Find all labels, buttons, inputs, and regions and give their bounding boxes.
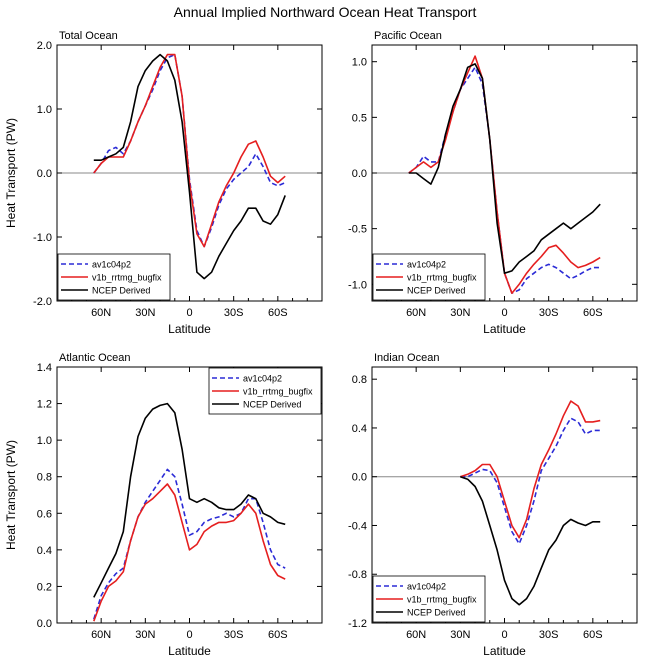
series-line-av1c04p2 xyxy=(460,417,601,545)
legend: av1c04p2 v1b_rrtmg_bugfix NCEP Derived xyxy=(57,253,171,301)
legend-label: av1c04p2 xyxy=(92,260,131,270)
y-tick-label: 0.4 xyxy=(352,423,367,435)
y-tick-label: 0.6 xyxy=(37,508,52,520)
legend: av1c04p2 v1b_rrtmg_bugfix NCEP Derived xyxy=(372,575,486,623)
y-tick-label: 1.2 xyxy=(37,399,52,411)
y-tick-label: 0.0 xyxy=(352,168,367,180)
y-tick-label: 2.0 xyxy=(37,40,52,52)
series-line-av1c04p2 xyxy=(93,53,286,248)
x-tick-label: 30S xyxy=(224,307,244,319)
y-tick-label: -2.0 xyxy=(33,296,52,308)
series-line-v1b-rrtmg-bugfix xyxy=(460,400,601,539)
series-line-ncep-derived xyxy=(93,402,286,598)
series-line-ncep-derived xyxy=(460,475,601,606)
y-axis-label: Heat Transport (PW) xyxy=(4,440,18,550)
legend-label: v1b_rrtmg_bugfix xyxy=(407,595,477,605)
y-tick-label: -0.8 xyxy=(348,569,367,581)
x-tick-label: 60S xyxy=(268,629,288,641)
x-axis-label: Latitude xyxy=(168,322,211,336)
x-tick-label: 0 xyxy=(186,307,192,319)
series-line-av1c04p2 xyxy=(93,468,286,620)
x-tick-label: 30N xyxy=(135,307,155,319)
series-line-v1b-rrtmg-bugfix xyxy=(93,53,286,248)
series-line-ncep-derived xyxy=(93,53,286,280)
x-axis-label: Latitude xyxy=(483,322,526,336)
chart-panel-3: 60N 30N 0 30S 60S 0.0 0.2 0.4 0.6 0.8 1.0 1.2 1.4 Atl… xyxy=(4,352,323,658)
y-tick-label: 0.8 xyxy=(352,374,367,386)
chart-panel-2: 60N 30N 0 30S 60S -1.0 -0.5 0.0 0.5 1.0 Pacific Oc… xyxy=(348,30,638,336)
chart-panel-1: 60N 30N 0 30S 60S -2.0 -1.0 0.0 1.0 2.0 Total Ocea… xyxy=(4,30,323,336)
legend-label: v1b_rrtmg_bugfix xyxy=(407,273,477,283)
chart-panel-4: 60N 30N 0 30S 60S -1.2 -0.8 -0.4 0.0 0.4 0.8 Indian… xyxy=(348,352,638,658)
legend-label: v1b_rrtmg_bugfix xyxy=(92,273,162,283)
panel-title: Indian Ocean xyxy=(374,352,439,364)
legend: av1c04p2 v1b_rrtmg_bugfix NCEP Derived xyxy=(208,367,322,415)
y-tick-label: 0.0 xyxy=(37,168,52,180)
y-tick-label: 1.0 xyxy=(37,104,52,116)
x-tick-label: 60N xyxy=(406,629,426,641)
y-tick-label: 0.8 xyxy=(37,472,52,484)
y-tick-label: -1.0 xyxy=(33,232,52,244)
series-line-ncep-derived xyxy=(408,63,601,274)
legend-label: v1b_rrtmg_bugfix xyxy=(243,387,313,397)
x-axis-label: Latitude xyxy=(483,644,526,658)
x-tick-label: 30S xyxy=(539,307,559,319)
legend-label: NCEP Derived xyxy=(243,400,301,410)
x-tick-label: 60N xyxy=(91,307,111,319)
y-tick-label: 1.0 xyxy=(37,435,52,447)
y-tick-label: 0.0 xyxy=(352,472,367,484)
x-tick-label: 60N xyxy=(91,629,111,641)
y-tick-label: 0.4 xyxy=(37,545,52,557)
y-tick-label: 0.2 xyxy=(37,581,52,593)
figure-title: Annual Implied Northward Ocean Heat Tran… xyxy=(174,4,477,20)
legend-label: av1c04p2 xyxy=(407,260,446,270)
x-tick-label: 0 xyxy=(186,629,192,641)
legend-label: av1c04p2 xyxy=(407,582,446,592)
x-tick-label: 0 xyxy=(501,307,507,319)
y-tick-label: -0.5 xyxy=(348,224,367,236)
x-tick-label: 30N xyxy=(450,629,470,641)
y-tick-label: 1.0 xyxy=(352,57,367,69)
y-tick-label: 1.4 xyxy=(37,362,52,374)
y-tick-label: -0.4 xyxy=(348,520,367,532)
legend-label: NCEP Derived xyxy=(407,286,465,296)
x-tick-label: 30S xyxy=(224,629,244,641)
x-tick-label: 60S xyxy=(583,307,603,319)
series-line-v1b-rrtmg-bugfix xyxy=(93,483,286,622)
y-tick-label: 0.5 xyxy=(352,112,367,124)
legend-label: NCEP Derived xyxy=(92,286,150,296)
x-tick-label: 30N xyxy=(135,629,155,641)
x-tick-label: 60S xyxy=(583,629,603,641)
legend-label: NCEP Derived xyxy=(407,608,465,618)
panel-title: Total Ocean xyxy=(59,30,118,42)
x-tick-label: 30S xyxy=(539,629,559,641)
x-tick-label: 60N xyxy=(406,307,426,319)
x-tick-label: 0 xyxy=(501,629,507,641)
legend-label: av1c04p2 xyxy=(243,374,282,384)
x-tick-label: 30N xyxy=(450,307,470,319)
y-tick-label: 0.0 xyxy=(37,618,52,630)
x-tick-label: 60S xyxy=(268,307,288,319)
legend: av1c04p2 v1b_rrtmg_bugfix NCEP Derived xyxy=(372,253,486,301)
panel-title: Pacific Ocean xyxy=(374,30,442,42)
x-axis-label: Latitude xyxy=(168,644,211,658)
panel-title: Atlantic Ocean xyxy=(59,352,131,364)
y-axis-label: Heat Transport (PW) xyxy=(4,118,18,228)
y-tick-label: -1.0 xyxy=(348,279,367,291)
y-tick-label: -1.2 xyxy=(348,618,367,630)
